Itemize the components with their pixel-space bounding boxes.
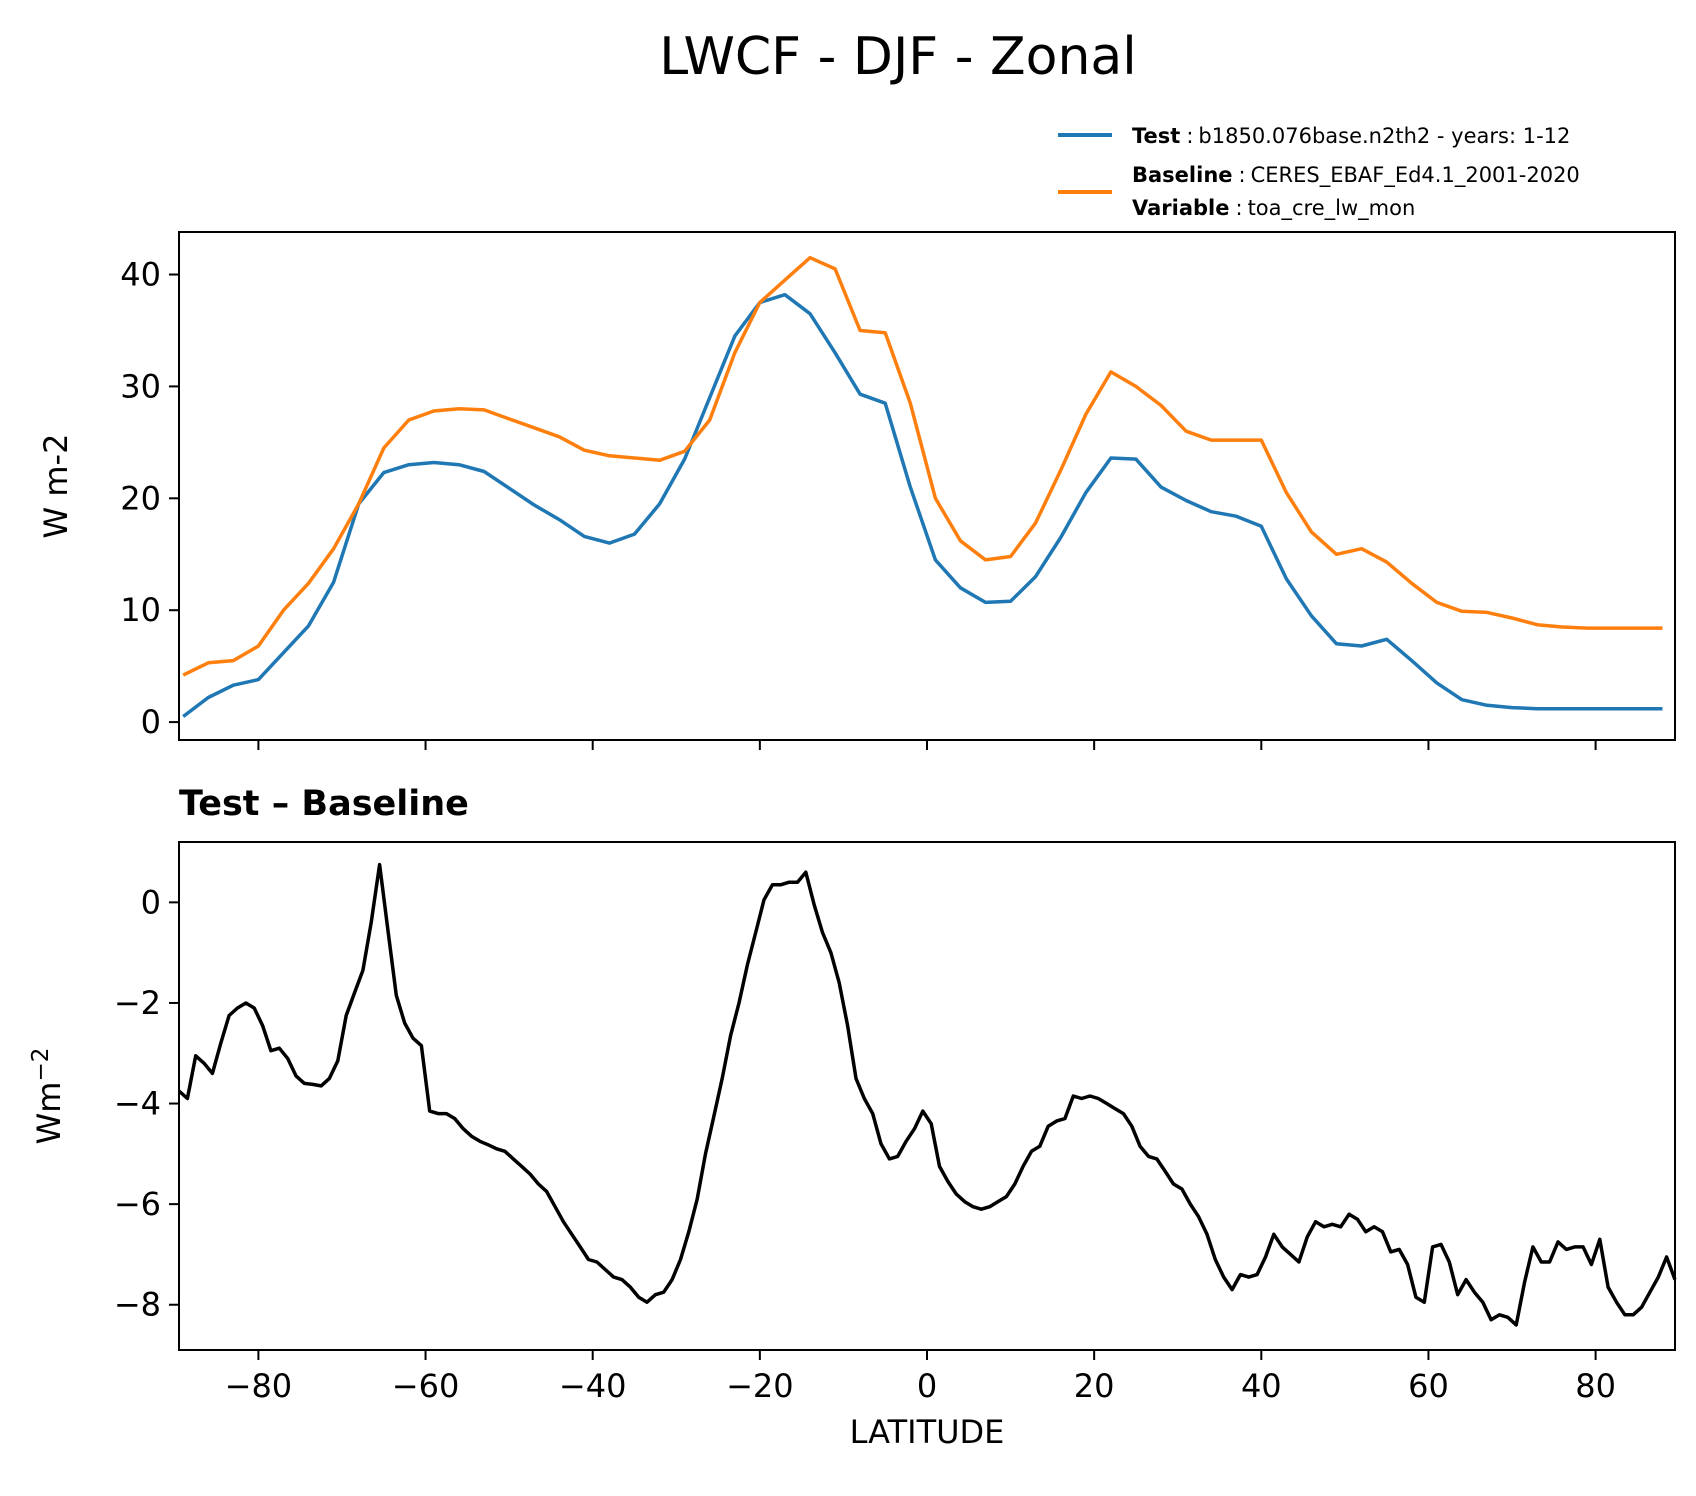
legend-test-value: b1850.076base.n2th2 - years: 1-12 xyxy=(1198,124,1570,148)
legend-baseline-separator: : xyxy=(1239,163,1246,187)
bottom-x-ticks: −80 −60 −40 −20 0 20 40 60 80 xyxy=(225,1350,1616,1405)
series-line-test xyxy=(182,292,1663,718)
x-axis-label: LATITUDE xyxy=(850,1413,1005,1451)
bottom-x-tick-label: −80 xyxy=(225,1367,293,1405)
bottom-y-tick-label: −2 xyxy=(114,984,161,1022)
top-y-tick-label: 10 xyxy=(120,591,161,629)
top-y-tick-label: 0 xyxy=(141,703,161,741)
bottom-x-tick-label: 20 xyxy=(1074,1367,1115,1405)
bottom-y-tick-label: −6 xyxy=(114,1185,161,1223)
legend-variable-value: toa_cre_lw_mon xyxy=(1248,196,1416,221)
bottom-x-tick-label: 0 xyxy=(917,1367,937,1405)
top-panel: 0 10 20 30 40 W m-2 xyxy=(37,231,1676,750)
series-line-baseline xyxy=(182,255,1663,677)
bottom-x-tick-label: 80 xyxy=(1575,1367,1616,1405)
legend-variable-entry: Variable: toa_cre_lw_mon xyxy=(1132,196,1415,221)
bottom-x-tick-label: −40 xyxy=(559,1367,627,1405)
bottom-y-ticks: 0 −2 −4 −6 −8 xyxy=(114,883,179,1324)
top-axes-frame xyxy=(178,231,1676,741)
top-y-tick-label: 20 xyxy=(120,479,161,517)
top-x-ticks xyxy=(257,740,1597,750)
difference-panel-title: Test – Baseline xyxy=(179,784,469,824)
bottom-y-axis-label-base: Wm xyxy=(30,1082,68,1145)
legend-test-separator: : xyxy=(1186,124,1193,148)
bottom-axes-frame xyxy=(178,841,1676,1351)
legend-baseline-value: CERES_EBAF_Ed4.1_2001-2020 xyxy=(1251,163,1580,188)
legend-baseline-entry: Baseline: CERES_EBAF_Ed4.1_2001-2020 xyxy=(1132,163,1580,188)
top-y-tick-label: 40 xyxy=(120,256,161,294)
bottom-y-tick-label: −4 xyxy=(114,1085,161,1123)
legend-baseline-label: Baseline xyxy=(1132,163,1233,187)
top-y-ticks: 0 10 20 30 40 xyxy=(120,256,179,741)
legend-variable-separator: : xyxy=(1235,196,1242,220)
bottom-y-tick-label: 0 xyxy=(141,883,161,921)
top-y-tick-label: 30 xyxy=(120,367,161,405)
figure-title: LWCF - DJF - Zonal xyxy=(659,27,1136,87)
top-y-axis-label: W m-2 xyxy=(37,434,75,539)
bottom-x-tick-label: 40 xyxy=(1241,1367,1282,1405)
bottom-x-tick-label: 60 xyxy=(1408,1367,1449,1405)
series-line-difference xyxy=(177,862,1677,1327)
bottom-panel: Test – Baseline 0 −2 −4 −6 −8 −80 −60 −40 −20 0 2… xyxy=(28,784,1677,1451)
bottom-series-group xyxy=(177,862,1677,1327)
top-series-group xyxy=(182,255,1663,718)
bottom-y-axis-label: Wm−2 xyxy=(28,1048,68,1145)
legend-test-label: Test xyxy=(1132,124,1180,148)
bottom-x-tick-label: −60 xyxy=(392,1367,460,1405)
bottom-x-tick-label: −20 xyxy=(726,1367,794,1405)
legend: Test: b1850.076base.n2th2 - years: 1-12 B… xyxy=(1058,124,1580,221)
bottom-y-tick-label: −8 xyxy=(114,1286,161,1324)
bottom-y-axis-label-exponent: −2 xyxy=(28,1048,54,1082)
legend-test-entry: Test: b1850.076base.n2th2 - years: 1-12 xyxy=(1132,124,1570,148)
legend-variable-label: Variable xyxy=(1132,196,1229,220)
